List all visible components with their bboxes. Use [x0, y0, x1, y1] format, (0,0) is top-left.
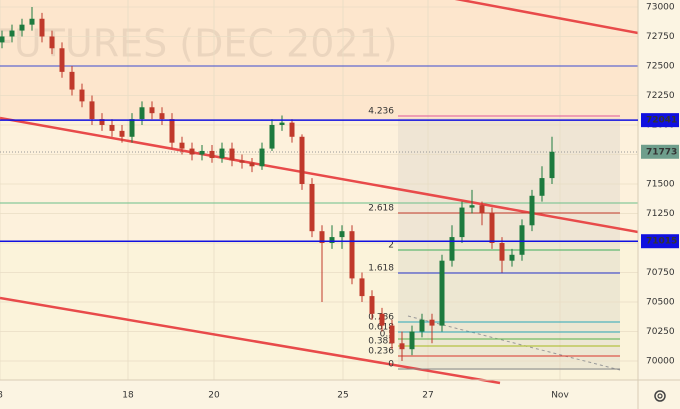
candle-body — [409, 331, 415, 350]
candle-body — [159, 113, 165, 120]
y-tick-label: 72500 — [646, 61, 675, 71]
candle-body — [29, 18, 35, 25]
last-price-label: 71773 — [646, 147, 677, 157]
candle-body — [299, 136, 305, 184]
candle-body — [279, 122, 285, 125]
candle-body — [429, 319, 435, 326]
candle-body — [459, 207, 465, 238]
candle-body — [519, 225, 525, 255]
candle-body — [49, 36, 55, 49]
y-tick-label: 70250 — [646, 327, 675, 337]
candle-body — [59, 48, 65, 72]
fib-label: 4.236 — [368, 107, 394, 117]
fib-label: 0.5 — [380, 330, 394, 340]
candle-body — [359, 278, 365, 297]
y-tick-label: 73000 — [646, 2, 675, 12]
candle-body — [489, 213, 495, 243]
y-tick-label: 70500 — [646, 297, 675, 307]
candle-body — [419, 319, 425, 332]
candle-body — [269, 124, 275, 149]
fib-label: 2 — [388, 240, 394, 250]
candle-body — [109, 124, 115, 131]
fib-label: 1.618 — [368, 263, 394, 273]
plot-band — [0, 241, 638, 380]
price-tag — [641, 234, 679, 249]
price-tag-label: 71015 — [646, 237, 677, 247]
x-tick-label: 20 — [208, 391, 220, 401]
labels: 7000070250705007075071000712507150071750… — [0, 2, 679, 401]
candle-body — [169, 119, 175, 143]
candle-body — [249, 162, 255, 167]
candle-body — [389, 325, 395, 344]
candle-body — [79, 89, 85, 102]
fib-label: 0.382 — [368, 337, 394, 347]
candle-body — [239, 160, 245, 163]
y-tick-label: 71250 — [646, 209, 675, 219]
candle-body — [199, 150, 205, 155]
candle-body — [229, 148, 235, 161]
candle-body — [119, 130, 125, 137]
candle-body — [319, 231, 325, 243]
y-tick-label: 70000 — [646, 357, 675, 367]
candle-body — [549, 151, 555, 179]
candle-body — [129, 119, 135, 137]
fib-label: 0 — [388, 360, 394, 370]
last-price-tag — [641, 144, 679, 159]
candle-body — [399, 343, 405, 350]
price-axis — [638, 0, 680, 409]
y-tick-label: 70750 — [646, 268, 675, 278]
candle-body — [259, 148, 265, 167]
candle-body — [369, 296, 375, 314]
candle-body — [179, 142, 185, 149]
fib-label: 2.618 — [368, 204, 394, 214]
x-tick-label: 27 — [422, 391, 433, 401]
x-tick-label: 18 — [122, 391, 134, 401]
candle-body — [309, 183, 315, 232]
candle-body — [499, 242, 505, 261]
candle-body — [349, 231, 355, 279]
candle-body — [479, 205, 485, 214]
candle-body — [439, 260, 445, 326]
candle-body — [379, 313, 385, 326]
plot-band — [0, 0, 638, 120]
candles — [0, 6, 555, 361]
price-tag-label: 72041 — [646, 116, 677, 126]
candle-body — [289, 122, 295, 137]
fib-label: 0.236 — [368, 347, 394, 357]
watermark: FUTURES (DEC 2021) — [0, 22, 398, 66]
settings-icon[interactable] — [654, 390, 666, 402]
candle-body — [469, 205, 475, 208]
candle-body — [9, 30, 15, 37]
candle-body — [0, 36, 5, 43]
candle-body — [19, 24, 25, 31]
candle-body — [219, 148, 225, 159]
x-tick-label: Nov — [551, 391, 569, 401]
y-tick-label: 72250 — [646, 91, 675, 101]
candle-body — [89, 101, 95, 120]
fib-label: 0.618 — [368, 322, 394, 332]
candle-body — [449, 237, 455, 261]
y-tick-label: 71500 — [646, 179, 675, 189]
x-tick-label: 8 — [0, 391, 3, 401]
candle-body — [99, 119, 105, 125]
candle-body — [539, 178, 545, 196]
candle-body — [69, 71, 75, 90]
candle-body — [339, 231, 345, 238]
trend-line — [454, 0, 639, 35]
candle-body — [139, 107, 145, 120]
candle-body — [209, 150, 215, 159]
y-tick-label: 72750 — [646, 32, 675, 42]
candle-body — [189, 148, 195, 155]
candle-body — [529, 195, 535, 226]
x-tick-label: 25 — [337, 391, 348, 401]
candle-body — [509, 254, 515, 261]
candle-body — [329, 237, 335, 243]
candle-body — [39, 18, 45, 37]
candle-body — [149, 107, 155, 114]
fib-box — [398, 118, 620, 370]
price-tag — [641, 113, 679, 128]
